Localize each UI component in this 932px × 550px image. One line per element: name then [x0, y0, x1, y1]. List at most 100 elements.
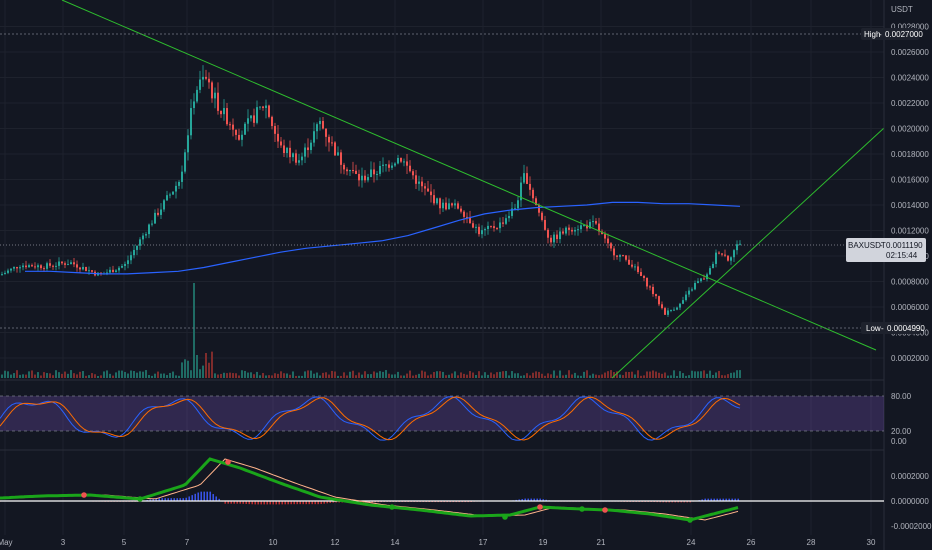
candle-body — [403, 161, 405, 163]
candle-body — [727, 255, 729, 261]
macd-hist-bar — [158, 498, 160, 501]
candle-body — [106, 272, 108, 274]
volume-bar — [553, 370, 555, 378]
volume-bar — [259, 375, 261, 378]
price-tick-label: 0.0012000 — [891, 227, 929, 236]
macd-hist-bar — [257, 501, 259, 505]
volume-bar — [613, 372, 615, 378]
candle-body — [223, 108, 225, 115]
macd-cross-dot — [579, 506, 585, 512]
volume-bar — [577, 375, 579, 378]
candle-body — [181, 171, 183, 182]
candle-body — [388, 164, 390, 168]
time-tick-label: 5 — [122, 538, 127, 547]
volume-bar — [172, 371, 174, 378]
volume-bar — [319, 375, 321, 378]
macd-cross-dot — [537, 504, 543, 510]
candle-body — [34, 266, 36, 268]
macd-cross-dot — [602, 507, 608, 513]
volume-bar — [388, 373, 390, 378]
volume-bar — [490, 372, 492, 378]
volume-bar — [76, 374, 78, 378]
candle-body — [4, 272, 6, 275]
volume-bar — [625, 371, 627, 378]
volume-bar — [406, 373, 408, 378]
candle-body — [109, 269, 111, 273]
volume-bar — [85, 375, 87, 378]
macd-hist-bar — [281, 501, 283, 505]
volume-bar — [382, 371, 384, 378]
candle-body — [307, 147, 309, 151]
candle-body — [382, 164, 384, 166]
macd-hist-bar — [527, 498, 529, 501]
macd-hist-bar — [374, 501, 376, 503]
candle-body — [694, 282, 696, 290]
macd-hist-bar — [311, 501, 313, 505]
candle-body — [367, 177, 369, 181]
descending-trendline[interactable] — [61, 0, 877, 351]
candle-body — [316, 124, 318, 132]
volume-bar — [397, 371, 399, 378]
stoch-axis: 80.00 20.000.00 — [891, 392, 912, 446]
volume-bar — [244, 370, 246, 378]
candle-body — [703, 278, 705, 280]
candle-body — [568, 227, 570, 230]
time-axis[interactable]: May 3 5 7 10 12 14 17 19 21 24 26 28 30 — [0, 538, 876, 547]
stoch-k-line — [0, 396, 741, 441]
volume-bar — [415, 374, 417, 378]
macd-hist-bar — [224, 501, 226, 504]
candle-body — [271, 116, 273, 127]
candle-body — [43, 268, 45, 270]
candle-body — [685, 294, 687, 301]
candle-body — [289, 147, 291, 158]
candle-body — [577, 229, 579, 231]
macd-hist-bar — [236, 501, 238, 504]
candle-body — [724, 254, 726, 256]
candle-body — [235, 129, 237, 135]
candle-body — [583, 224, 585, 226]
candle-body — [526, 173, 528, 184]
macd-hist-bar — [326, 501, 328, 504]
candle-body — [70, 262, 72, 265]
volume-bar — [457, 375, 459, 378]
macd-cross-dot — [137, 496, 143, 502]
candle-body — [571, 229, 573, 232]
candle-body — [613, 248, 615, 256]
candle-body — [52, 265, 54, 267]
candle-body — [139, 239, 141, 246]
candle-body — [502, 222, 504, 224]
candle-body — [175, 185, 177, 192]
volume-bar — [136, 372, 138, 378]
candle-body — [385, 164, 387, 166]
ascending-trendline[interactable] — [611, 127, 885, 379]
candle-body — [364, 175, 366, 181]
volume-bar — [661, 373, 663, 378]
candle-body — [262, 106, 264, 108]
candle-body — [142, 235, 144, 240]
candle-body — [298, 160, 300, 163]
macd-hist-bar — [284, 501, 286, 505]
volume-bar — [721, 375, 723, 378]
time-tick-label: 12 — [331, 538, 340, 547]
candle-body — [49, 263, 51, 266]
candle-body — [328, 136, 330, 143]
volume-bar — [649, 371, 651, 378]
macd-hist-bar — [671, 501, 673, 503]
candle-body — [265, 105, 267, 108]
candle-body — [112, 269, 114, 273]
candle-body — [655, 294, 657, 297]
volume-bar — [676, 375, 678, 378]
macd-hist-bar — [194, 493, 196, 501]
candle-body — [370, 169, 372, 178]
volume-bar — [646, 371, 648, 378]
candle-body — [523, 173, 525, 183]
candle-body — [541, 212, 543, 220]
volume-bar — [628, 371, 630, 378]
macd-hist-bar — [524, 498, 526, 501]
volume-bar — [439, 371, 441, 378]
candle-body — [58, 261, 60, 266]
macd-hist-bar — [665, 501, 667, 503]
volume-bar — [64, 371, 66, 378]
volume-bar — [694, 371, 696, 378]
